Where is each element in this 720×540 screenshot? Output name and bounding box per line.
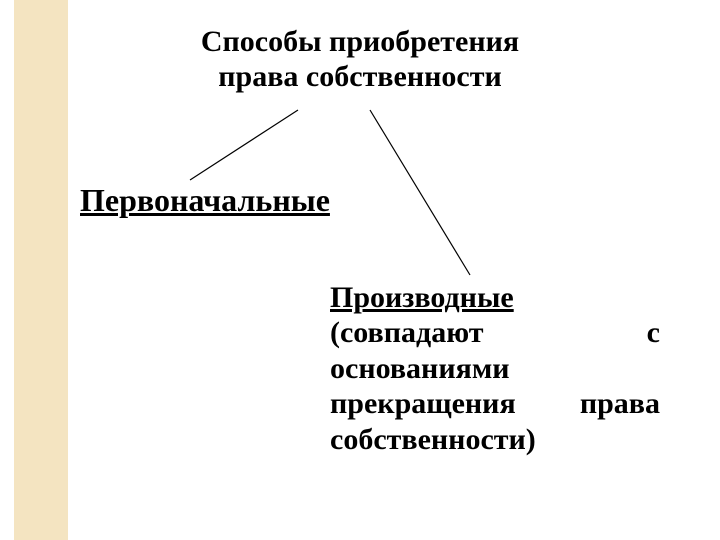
right-branch-block: Производные (совпадают с основаниями пре… [330,280,660,457]
right-branch-description: (совпадают с основаниями прекращения пра… [330,316,660,455]
slide-title: Способы приобретения права собственности [0,24,720,95]
left-branch-label: Первоначальные [80,182,330,219]
slide: Способы приобретения права собственности… [0,0,720,540]
title-line-1: Способы приобретения [201,25,519,58]
connector-right [370,110,470,275]
title-line-2: права собственности [218,60,501,93]
right-branch-heading: Производные [330,281,514,314]
connector-left [190,110,298,180]
